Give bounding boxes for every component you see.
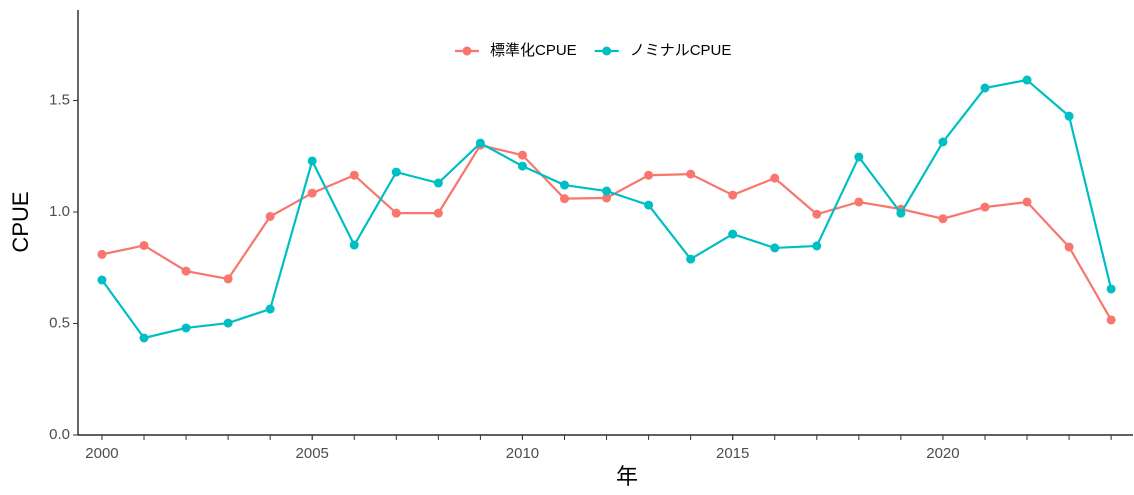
- data-point: [812, 209, 822, 219]
- x-tick-label: 2005: [296, 445, 329, 462]
- data-point: [139, 333, 149, 343]
- data-point: [433, 178, 443, 188]
- data-point: [896, 208, 906, 218]
- data-point: [517, 150, 527, 160]
- data-point: [770, 243, 780, 253]
- data-point: [980, 83, 990, 93]
- data-point: [1022, 197, 1032, 207]
- data-point: [980, 202, 990, 212]
- data-point: [1106, 315, 1116, 325]
- data-point: [560, 180, 570, 190]
- data-point: [728, 190, 738, 200]
- x-tick-label: 2000: [85, 445, 118, 462]
- data-point: [854, 197, 864, 207]
- data-point: [1064, 242, 1074, 252]
- data-point: [433, 208, 443, 218]
- data-point: [517, 161, 527, 171]
- legend-label: ノミナルCPUE: [630, 42, 732, 59]
- data-point: [139, 240, 149, 250]
- y-tick-label: 1.5: [49, 91, 70, 108]
- data-point: [97, 249, 107, 259]
- data-point: [644, 200, 654, 210]
- y-tick-label: 1.0: [49, 203, 70, 220]
- data-point: [854, 152, 864, 162]
- data-point: [560, 194, 570, 204]
- x-tick-label: 2020: [926, 445, 959, 462]
- data-point: [223, 318, 233, 328]
- data-point: [307, 188, 317, 198]
- legend-marker: [462, 46, 472, 56]
- series-line: [101, 78, 1113, 340]
- legend-marker: [602, 46, 612, 56]
- data-point: [602, 186, 612, 196]
- data-point: [265, 304, 275, 314]
- data-point: [181, 323, 191, 333]
- data-point: [181, 266, 191, 276]
- data-point: [97, 275, 107, 285]
- legend-label: 標準化CPUE: [490, 42, 577, 59]
- data-point: [391, 167, 401, 177]
- data-point: [644, 170, 654, 180]
- data-point: [602, 193, 612, 203]
- y-tick-label: 0.5: [49, 314, 70, 331]
- data-point: [938, 137, 948, 147]
- data-point: [812, 241, 822, 251]
- series-line: [101, 143, 1113, 321]
- data-point: [391, 208, 401, 218]
- x-tick-label: 2015: [716, 445, 749, 462]
- y-axis-title: CPUE: [8, 191, 33, 252]
- data-point: [223, 274, 233, 284]
- data-point: [475, 138, 485, 148]
- x-axis-title: 年: [616, 464, 638, 489]
- data-point: [1106, 284, 1116, 294]
- data-point: [770, 173, 780, 183]
- data-point: [686, 254, 696, 264]
- data-point: [265, 211, 275, 221]
- x-tick-label: 2010: [506, 445, 539, 462]
- data-point: [728, 229, 738, 239]
- data-point: [686, 169, 696, 179]
- y-tick-label: 0.0: [49, 426, 70, 443]
- data-point: [1064, 111, 1074, 121]
- data-point: [349, 170, 359, 180]
- data-point: [1022, 75, 1032, 85]
- data-point: [349, 240, 359, 250]
- data-point: [938, 214, 948, 224]
- data-point: [307, 156, 317, 166]
